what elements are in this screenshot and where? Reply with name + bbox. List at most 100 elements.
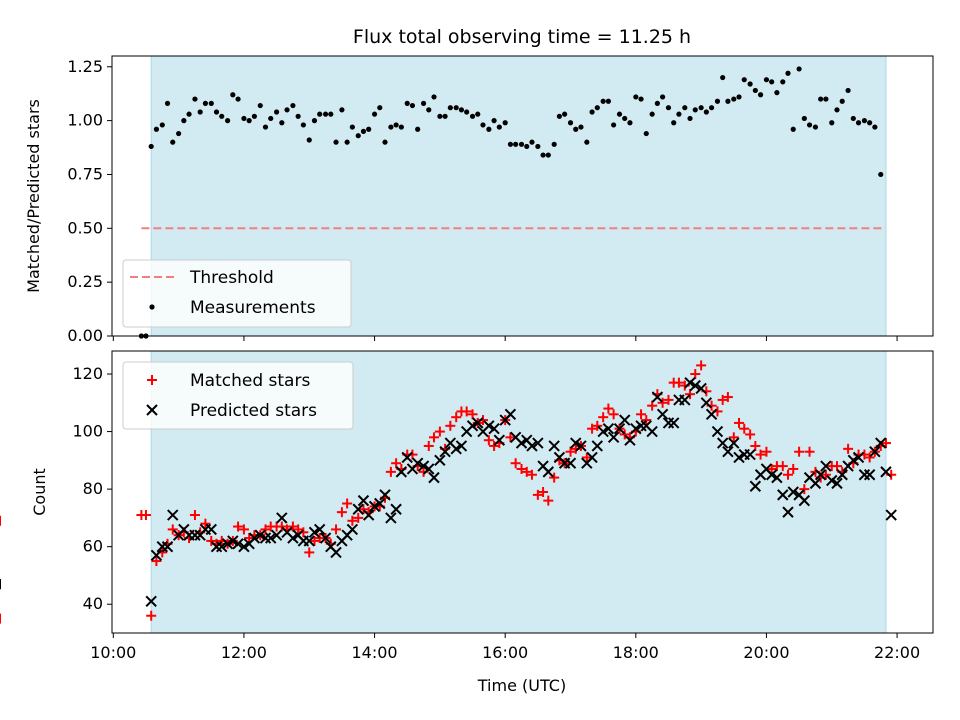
predicted-star-point xyxy=(515,437,528,449)
measurement-point xyxy=(714,98,721,104)
matched-star-point xyxy=(510,458,521,469)
measurement-point xyxy=(153,126,160,132)
matched-star-point xyxy=(238,524,249,535)
y-tick-label: 1.25 xyxy=(67,57,103,76)
predicted-star-point xyxy=(265,532,277,544)
predicted-star-point xyxy=(858,469,871,481)
predicted-star-point xyxy=(390,503,402,515)
matched-star-point xyxy=(663,394,674,405)
predicted-star-point xyxy=(357,494,370,507)
predicted-star-point xyxy=(488,422,500,435)
predicted-star-point xyxy=(749,480,762,492)
predicted-star-point xyxy=(379,489,391,501)
matched-star-point xyxy=(167,524,178,535)
measurement-point xyxy=(872,124,878,130)
measurement-point xyxy=(861,118,868,124)
predicted-star-point xyxy=(705,408,718,421)
measurement-point xyxy=(622,115,628,122)
predicted-star-point xyxy=(526,440,538,452)
matched-star-point xyxy=(276,521,287,532)
predicted-star-point xyxy=(417,460,430,472)
predicted-star-point xyxy=(869,446,881,458)
predicted-star-point xyxy=(798,494,811,507)
measurement-point xyxy=(611,122,617,128)
measurement-point xyxy=(170,139,176,145)
predicted-star-point xyxy=(227,535,239,547)
measurement-point xyxy=(251,113,257,119)
measurement-point xyxy=(633,94,639,100)
top-y-axis-label: Matched/Predicted stars xyxy=(24,99,43,293)
predicted-star-point xyxy=(564,457,577,469)
measurement-point xyxy=(176,130,182,137)
predicted-star-point xyxy=(586,451,598,464)
top-panel: 0.00 0.25 0.50 0.75 1.00 1.25 Threshold Measure… xyxy=(67,55,934,345)
predicted-star-point xyxy=(145,595,157,608)
measurement-point xyxy=(567,120,574,126)
matched-star-point xyxy=(647,400,658,411)
predicted-star-point xyxy=(385,512,397,524)
predicted-star-point xyxy=(613,422,626,435)
predicted-star-point xyxy=(254,529,266,541)
predicted-star-point xyxy=(885,509,897,521)
measurement-point xyxy=(535,143,541,150)
predicted-star-point xyxy=(630,422,642,435)
matched-star-point xyxy=(342,498,353,509)
matched-star-point xyxy=(549,472,560,483)
measurement-point xyxy=(769,79,775,85)
measurement-point xyxy=(480,122,486,128)
predicted-star-point xyxy=(428,471,440,484)
legend-matched-label: Matched stars xyxy=(190,371,310,391)
matched-star-point xyxy=(788,463,799,474)
predicted-star-point xyxy=(368,500,381,513)
predicted-star-point xyxy=(667,417,680,429)
measurement-point xyxy=(698,105,704,111)
predicted-star-point xyxy=(493,434,506,446)
matched-star-point xyxy=(820,469,831,480)
x-axis-label: Time (UTC) xyxy=(477,676,566,695)
measurement-point xyxy=(300,122,306,128)
measurement-point xyxy=(731,96,737,102)
predicted-star-point xyxy=(532,437,544,449)
matched-star-point xyxy=(581,452,592,463)
predicted-star-point xyxy=(308,526,321,538)
measurement-point xyxy=(317,111,323,117)
legend-predicted-swatch xyxy=(146,404,158,416)
predicted-star-point xyxy=(787,486,799,498)
measurement-point xyxy=(556,113,563,119)
measurement-point xyxy=(785,70,791,76)
legend-box xyxy=(122,259,352,328)
matched-star-point xyxy=(690,369,701,380)
measurement-point xyxy=(584,139,590,145)
predicted-star-point xyxy=(205,523,217,536)
matched-star-point xyxy=(722,392,733,403)
predicted-star-point xyxy=(232,538,244,550)
legend-predicted-label: Predicted stars xyxy=(190,401,317,421)
measurement-point xyxy=(322,111,329,117)
predicted-star-point xyxy=(401,451,413,464)
matched-star-point xyxy=(739,423,750,434)
predicted-star-point xyxy=(744,448,756,461)
matched-star-point xyxy=(831,461,842,472)
predicted-star-point xyxy=(472,417,484,429)
predicted-star-point xyxy=(575,440,587,452)
measurement-point xyxy=(344,139,350,145)
measurement-point xyxy=(545,152,551,158)
matched-star-point xyxy=(336,507,347,518)
measurement-point xyxy=(469,113,476,119)
y-tick-label: 80 xyxy=(83,479,103,498)
predicted-star-point xyxy=(651,391,664,403)
y-tick-label: 40 xyxy=(83,594,103,613)
measurement-point xyxy=(676,111,682,117)
matched-star-point xyxy=(843,443,854,454)
legend-measurement-swatch xyxy=(149,304,155,310)
measurement-point xyxy=(796,66,802,72)
matched-star-point xyxy=(794,446,805,457)
measurement-point xyxy=(447,105,453,111)
predicted-star-point xyxy=(716,437,729,449)
x-tick-label: 12:00 xyxy=(221,643,267,662)
matched-star-point xyxy=(750,440,761,451)
measurement-point xyxy=(268,115,274,122)
measurement-point xyxy=(834,107,840,113)
matched-star-point xyxy=(526,469,537,480)
measurement-point xyxy=(192,96,198,102)
